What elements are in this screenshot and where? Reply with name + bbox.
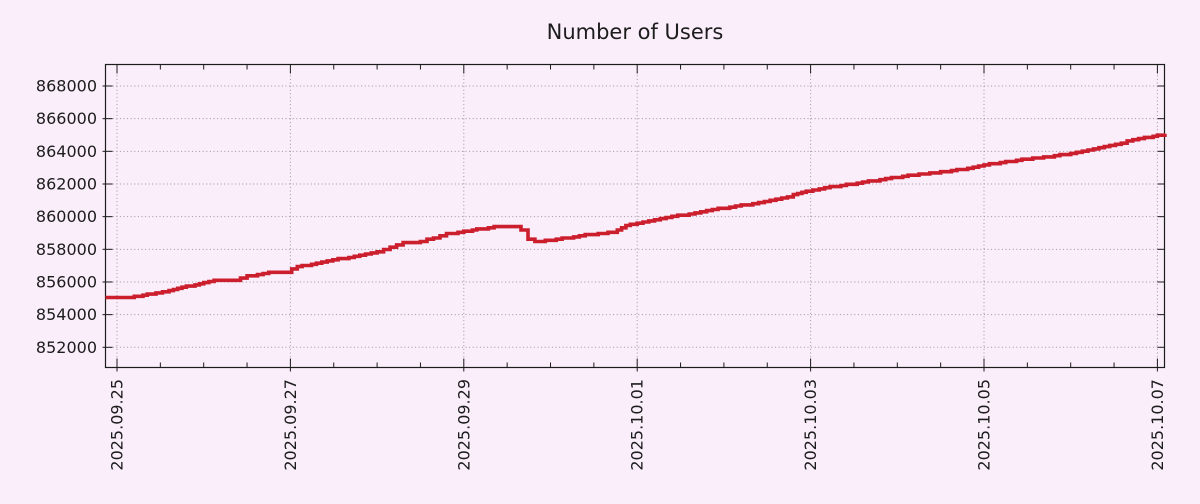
x-axis-label: 2025.09.29 xyxy=(454,379,473,471)
x-axis-label: 2025.10.07 xyxy=(1148,379,1167,471)
y-axis-label: 860000 xyxy=(36,207,97,226)
x-axis-label: 2025.09.25 xyxy=(108,379,127,471)
chart-title: Number of Users xyxy=(547,20,724,44)
y-axis-label: 868000 xyxy=(36,77,97,96)
y-axis-label: 866000 xyxy=(36,109,97,128)
plot-area: 852000 854000 856000 858000 860000 862000 8640… xyxy=(36,63,1167,471)
plot-border xyxy=(104,63,1166,369)
y-axis-label: 862000 xyxy=(36,174,97,193)
y-axis-label: 852000 xyxy=(36,338,97,357)
x-axis-label: 2025.10.03 xyxy=(801,379,820,471)
x-axis-label: 2025.10.01 xyxy=(628,379,647,471)
x-axis-label: 2025.09.27 xyxy=(281,379,300,471)
y-axis-label: 858000 xyxy=(36,240,97,259)
y-axis-label: 856000 xyxy=(36,272,97,291)
y-axis-label: 864000 xyxy=(36,142,97,161)
x-axis-label: 2025.10.05 xyxy=(975,379,994,471)
data-line-users xyxy=(105,133,1167,300)
y-axis-label: 854000 xyxy=(36,305,97,324)
